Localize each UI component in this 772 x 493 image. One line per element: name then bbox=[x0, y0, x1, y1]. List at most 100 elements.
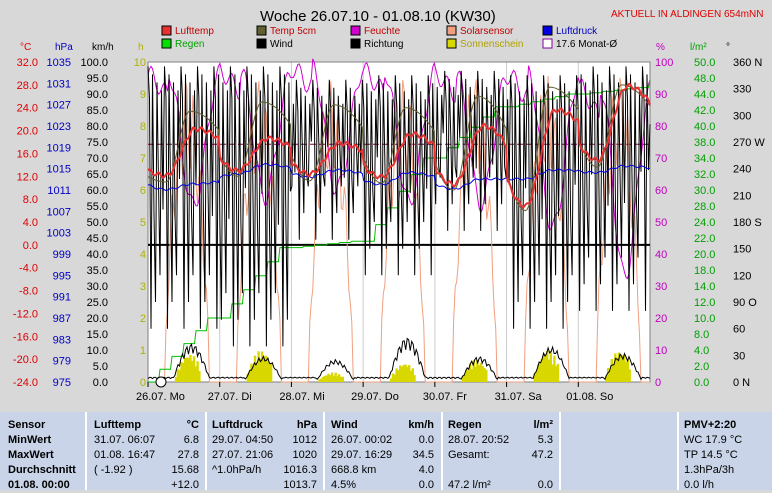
regen-avg bbox=[448, 463, 553, 478]
legend-swatch bbox=[161, 38, 172, 49]
sunshine-bar bbox=[549, 351, 552, 382]
header-sensor: Sensor bbox=[8, 419, 46, 431]
sunshine-bar bbox=[246, 373, 249, 382]
sunshine-bar bbox=[483, 368, 486, 382]
legend-label: Richtung bbox=[364, 39, 403, 50]
sunshine-bar bbox=[332, 375, 336, 382]
pmv-pressure-trend: 1.3hPa/3h bbox=[684, 464, 735, 476]
axis-tick-label: 85.0 bbox=[87, 105, 108, 117]
sunshine-bar bbox=[476, 360, 479, 382]
sunshine-bar bbox=[413, 375, 416, 382]
axis-tick-label: 987 bbox=[53, 313, 71, 325]
axis-tick-label: 32.0 bbox=[17, 57, 38, 69]
sunshine-bar bbox=[255, 363, 258, 382]
col-pmv: PMV+2:20 WC 17.9 °C TP 14.5 °C 1.3hPa/3h… bbox=[684, 418, 768, 493]
axis-unit-label: h bbox=[138, 42, 144, 53]
sunshine-bar bbox=[395, 368, 398, 382]
axis-tick-label: 300 bbox=[733, 110, 751, 122]
axis-tick-label: 35.0 bbox=[87, 265, 108, 277]
axis-tick-label: 90 O bbox=[733, 297, 757, 309]
label-avg: Durchschnitt bbox=[8, 464, 76, 476]
x-tick-label: 31.07. Sa bbox=[495, 391, 543, 403]
sunshine-bar bbox=[327, 373, 330, 382]
axis-tick-label: -20.0 bbox=[13, 354, 38, 366]
sunshine-bar bbox=[467, 370, 470, 382]
axis-tick-label: 2 bbox=[140, 313, 146, 325]
axis-tick-label: 210 bbox=[733, 190, 751, 202]
axis-tick-label: 15.0 bbox=[87, 329, 108, 341]
sunshine-bar bbox=[334, 372, 337, 382]
sunshine-bar bbox=[321, 376, 325, 382]
axis-tick-label: 991 bbox=[53, 292, 71, 304]
legend: Lufttemp Temp 5cm Feuchte Solarsensor Luftdr… bbox=[161, 25, 617, 50]
axis-tick-label: 44.0 bbox=[694, 89, 715, 101]
axis-tick-label: 40.0 bbox=[694, 121, 715, 133]
sunshine-bar bbox=[472, 360, 475, 382]
axis-tick-label: -8.0 bbox=[19, 286, 38, 298]
soil-temperature-line bbox=[147, 84, 651, 212]
legend-swatch bbox=[542, 25, 553, 36]
axis-unit-label: °C bbox=[20, 42, 31, 53]
wind-max: 29.07. 16:29 34.5 bbox=[331, 449, 434, 461]
axis-tick-label: 45.0 bbox=[87, 233, 108, 245]
regen-current: 47.2 l/m² 0.0 bbox=[448, 479, 553, 491]
sunshine-bar bbox=[266, 358, 269, 382]
sunshine-bar bbox=[250, 363, 253, 382]
axis-tick-label: 1007 bbox=[47, 206, 71, 218]
axis-units: °C hPa km/h h% l/m² ° bbox=[20, 42, 730, 53]
sunshine-bar bbox=[325, 375, 328, 382]
chart-annotation: AKTUELL IN ALDINGEN 654mNN bbox=[611, 9, 763, 20]
chart-title: Woche 26.07.10 - 01.08.10 (KW30) bbox=[260, 8, 496, 25]
axis-tick-label: 50 bbox=[655, 217, 667, 229]
legend-label: Regen bbox=[175, 39, 204, 50]
sunshine-bar bbox=[252, 366, 255, 382]
axis-tick-label: 28.0 bbox=[17, 80, 38, 92]
table-separator bbox=[323, 412, 325, 490]
luftdruck-min: 29.07. 04:50 1012 bbox=[212, 434, 317, 446]
axis-tick-label: 40.0 bbox=[87, 249, 108, 261]
axis-tick-label: 995 bbox=[53, 270, 71, 282]
sunshine-bar bbox=[260, 351, 264, 382]
axis-tick-label: 60 bbox=[655, 185, 667, 197]
axis-tick-label: 70.0 bbox=[87, 153, 108, 165]
axis-tick-label: 1011 bbox=[47, 185, 71, 197]
sunshine-bar bbox=[182, 363, 185, 382]
sunshine-bar bbox=[537, 364, 540, 382]
axis-tick-label: 30 bbox=[655, 281, 667, 293]
axis-tick-label: 1027 bbox=[47, 100, 71, 112]
legend-swatch bbox=[446, 38, 457, 49]
axis-tick-label: 6 bbox=[140, 185, 146, 197]
table-separator bbox=[85, 412, 87, 490]
axis-tick-label: 16.0 bbox=[17, 148, 38, 160]
value-axes: 32.028.024.020.016.012.08.04.00.0-4.0-8.… bbox=[13, 57, 765, 389]
axis-tick-label: 360 N bbox=[733, 57, 762, 69]
time-marker-icon bbox=[155, 376, 167, 388]
sunshine-bar bbox=[178, 370, 181, 382]
axis-tick-label: -12.0 bbox=[13, 308, 38, 320]
axis-tick-label: 4 bbox=[140, 249, 146, 261]
sunshine-bar bbox=[485, 369, 488, 382]
legend-label: Solarsensor bbox=[460, 26, 514, 37]
wind-current: 4.5% 0.0 bbox=[331, 479, 434, 491]
axis-tick-label: 22.0 bbox=[694, 233, 715, 245]
axis-tick-label: 983 bbox=[53, 334, 71, 346]
axis-tick-label: -24.0 bbox=[13, 377, 38, 389]
axis-tick-label: 5 bbox=[140, 217, 146, 229]
axis-tick-label: 12.0 bbox=[17, 171, 38, 183]
sunshine-bar bbox=[341, 376, 344, 382]
sunshine-bar bbox=[555, 365, 558, 382]
sunshine-bar bbox=[329, 375, 332, 382]
axis-tick-label: 1015 bbox=[47, 164, 71, 176]
sunshine-bar bbox=[409, 370, 413, 382]
sunshine-bar bbox=[391, 373, 395, 382]
sunshine-bar bbox=[176, 369, 180, 382]
label-max: MaxWert bbox=[8, 449, 54, 461]
axis-tick-label: 42.0 bbox=[694, 105, 715, 117]
header-wind: Wind km/h bbox=[331, 419, 434, 431]
x-tick-label: 26.07. Mo bbox=[136, 391, 185, 403]
label-current: 01.08. 00:00 bbox=[8, 479, 70, 491]
sunshine-bar bbox=[535, 371, 538, 382]
header-luftdruck: Luftdruck hPa bbox=[212, 419, 317, 431]
axis-tick-label: 8.0 bbox=[23, 194, 38, 206]
axis-tick-label: 50.0 bbox=[87, 217, 108, 229]
